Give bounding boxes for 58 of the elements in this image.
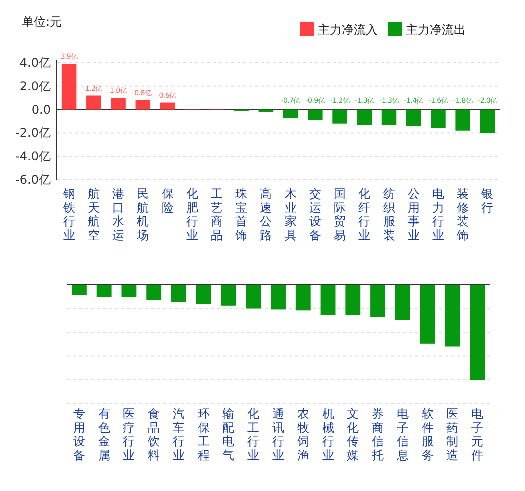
bar <box>62 64 77 110</box>
y-tick-label: -4.0亿 <box>16 150 51 164</box>
x-tick-label: 农牧饲渔 <box>296 407 310 462</box>
bar <box>480 110 496 134</box>
bar <box>111 98 126 110</box>
x-tick-label: 输配电气 <box>222 407 235 462</box>
bar <box>431 110 446 129</box>
x-tick-label: 珠宝首饰 <box>234 187 248 242</box>
x-tick-label: 国际贸易 <box>334 187 346 242</box>
y-tick-label: -6.0亿 <box>16 173 51 187</box>
bar <box>456 110 470 131</box>
bar <box>406 110 422 126</box>
x-tick-label: 有色金属 <box>98 407 110 462</box>
x-tick-label: 装修装饰 <box>456 187 470 242</box>
x-tick-label: 高速公路 <box>260 187 272 242</box>
bar <box>382 110 397 126</box>
x-tick-label: 医疗行业 <box>123 407 136 462</box>
x-tick-label: 环保工程 <box>198 407 210 462</box>
x-tick-label: 化肥行业 <box>186 187 198 242</box>
x-tick-label: 电子信息 <box>396 407 409 462</box>
x-tick-label: 电力行业 <box>432 187 444 242</box>
legend-label: 主力净流出 <box>406 23 466 37</box>
y-tick-label: -2.0亿 <box>16 126 51 140</box>
y-axis-title: 单位:元 <box>22 15 62 29</box>
legend-label: 主力净流入 <box>318 23 378 37</box>
x-tick-label: 医药制造 <box>446 407 459 462</box>
x-tick-label: 文化传媒 <box>347 407 360 462</box>
y-tick-label: 0.0 <box>32 102 51 117</box>
bar <box>136 100 151 110</box>
x-tick-label: 银行 <box>480 187 494 215</box>
x-tick-label: 机械行业 <box>322 407 334 462</box>
x-tick-label: 汽车行业 <box>172 407 185 462</box>
x-tick-label: 食品饮料 <box>147 407 160 462</box>
x-tick-label: 钢铁行业 <box>62 187 76 242</box>
x-tick-label: 民航机场 <box>136 187 150 242</box>
x-tick-label: 交运设备 <box>309 187 322 242</box>
x-tick-label: 工艺商品 <box>210 187 223 242</box>
bar <box>86 96 102 110</box>
x-tick-label: 纺织服装 <box>383 187 396 242</box>
x-tick-label: 木业家具 <box>284 187 297 242</box>
y-tick-label: 4.0亿 <box>20 56 51 70</box>
y-tick-label: 2.0亿 <box>20 79 51 94</box>
x-tick-label: 化纤行业 <box>358 187 371 242</box>
x-tick-label: 保险 <box>162 187 174 215</box>
x-tick-label: 港口水运 <box>112 187 125 242</box>
x-tick-label: 公用事业 <box>408 187 420 242</box>
x-tick-label: 航天航空 <box>88 187 100 242</box>
x-tick-label: 电子元件 <box>472 407 484 462</box>
bar <box>357 110 372 126</box>
bar <box>160 102 176 110</box>
x-tick-label: 软件服务 <box>422 407 434 462</box>
bar <box>308 110 323 120</box>
x-tick-label: 券商信托 <box>371 407 384 462</box>
bar <box>283 110 298 118</box>
x-tick-label: 通讯行业 <box>272 407 284 462</box>
x-tick-label: 化工行业 <box>248 407 260 462</box>
x-tick-label: 专用设备 <box>73 407 86 462</box>
bar <box>332 110 348 124</box>
